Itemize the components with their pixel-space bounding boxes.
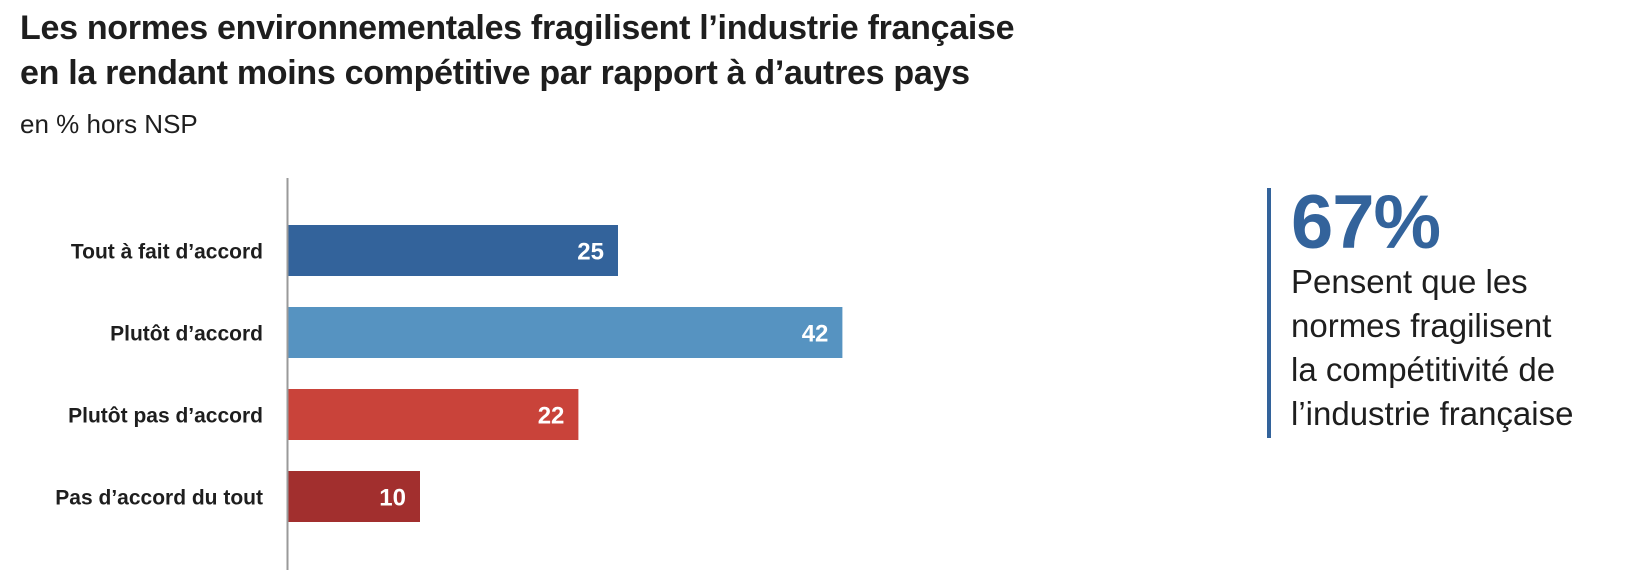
- key-figure-value: 67%: [1291, 180, 1441, 265]
- value-label-plutot-pas-d-accord: 22: [538, 403, 565, 430]
- bar-tout-a-fait-d-accord: [288, 225, 618, 276]
- category-label-pas-d-accord-du-tout: Pas d’accord du tout: [55, 487, 263, 510]
- chart-subtitle: en % hors NSP: [20, 109, 198, 139]
- key-figure-description: Pensent que les normes fragilisent la co…: [1291, 263, 1574, 432]
- category-label-plutot-pas-d-accord: Plutôt pas d’accord: [68, 405, 263, 428]
- value-label-pas-d-accord-du-tout: 10: [379, 485, 406, 512]
- category-label-tout-a-fait-d-accord: Tout à fait d’accord: [71, 241, 263, 264]
- bar-plutot-d-accord: [288, 307, 843, 358]
- value-label-plutot-d-accord: 42: [802, 321, 829, 348]
- value-label-tout-a-fait-d-accord: 25: [577, 239, 604, 266]
- chart-title-line-1: Les normes environnementales fragilisent…: [20, 9, 1015, 47]
- chart-title-line-2: en la rendant moins compétitive par rapp…: [20, 54, 970, 92]
- chart-title: Les normes environnementales fragilisent…: [20, 6, 1170, 96]
- bar-plutot-pas-d-accord: [288, 389, 579, 440]
- category-label-plutot-d-accord: Plutôt d’accord: [110, 323, 263, 346]
- bar-pas-d-accord-du-tout: [288, 471, 420, 522]
- bars-group: Tout à fait d’accord 25 Plutôt d’accord 42 P…: [55, 225, 843, 522]
- key-figure-callout: 67% Pensent que les normes fragilisent l…: [1267, 180, 1642, 438]
